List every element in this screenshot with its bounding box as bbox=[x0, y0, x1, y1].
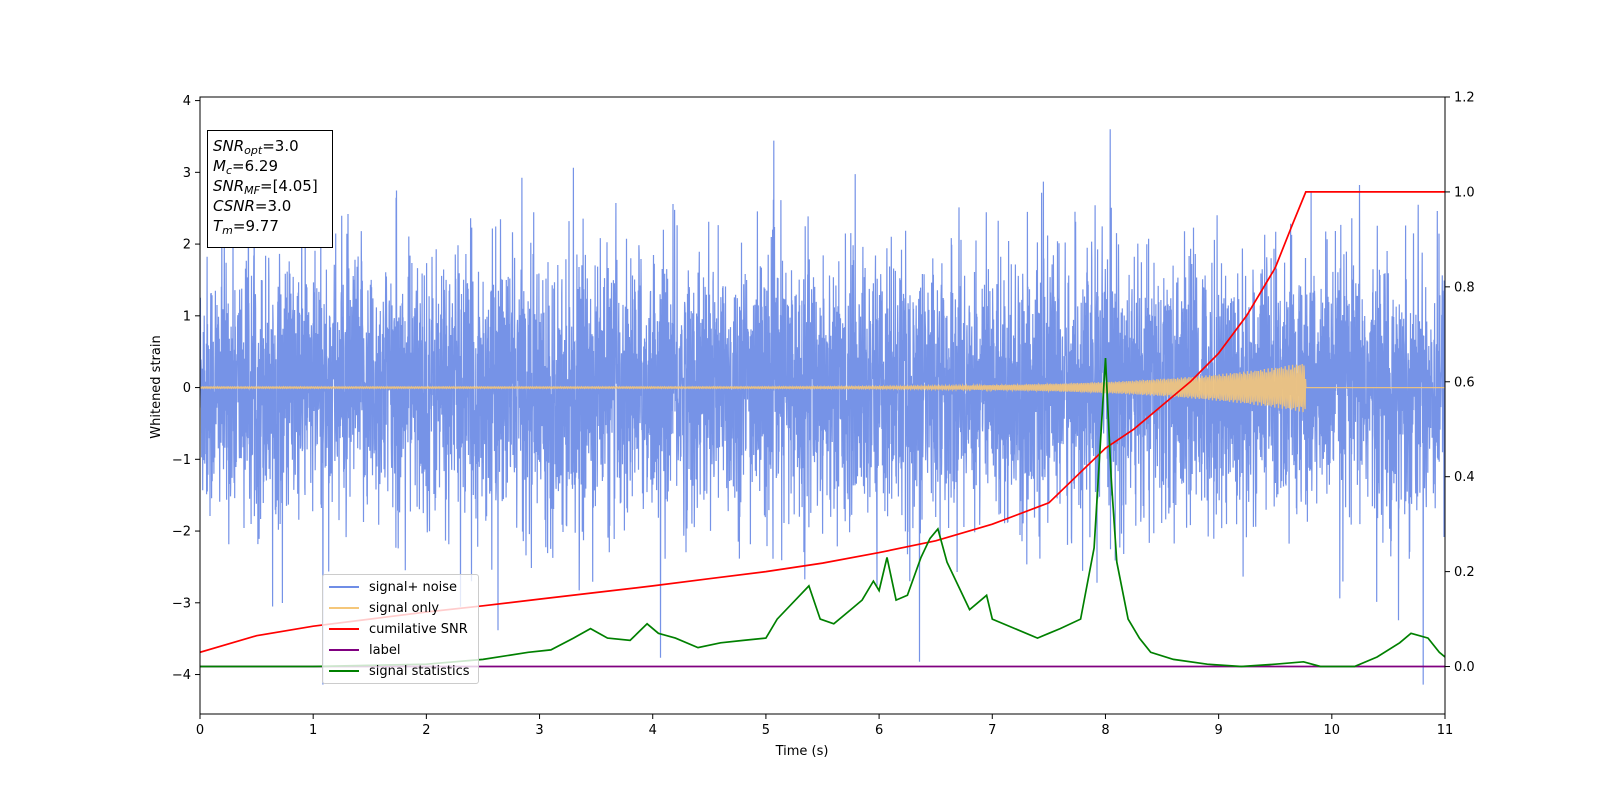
annotation-snr-opt-sub: opt bbox=[244, 144, 263, 157]
x-tick-label: 4 bbox=[649, 723, 657, 738]
legend-swatch-signal-noise bbox=[329, 586, 359, 588]
legend-item-signal-noise: signal+ noise bbox=[329, 577, 457, 597]
x-tick-label: 7 bbox=[988, 723, 996, 738]
series-signal-only bbox=[200, 363, 1445, 413]
annotation-mc-base: M bbox=[213, 157, 226, 175]
annotation-tm-value: =9.77 bbox=[232, 217, 279, 235]
x-tick-label: 8 bbox=[1101, 723, 1109, 738]
x-tick-label: 5 bbox=[762, 723, 770, 738]
legend-label-signal-only: signal only bbox=[369, 600, 440, 616]
y-right-tick-label: 0.0 bbox=[1454, 660, 1475, 675]
x-tick-label: 0 bbox=[196, 723, 204, 738]
annotation-snr-mf-base: SNR bbox=[213, 177, 245, 195]
y-left-tick-label: 0 bbox=[183, 381, 191, 396]
legend-label-signal-statistics: signal statistics bbox=[369, 663, 470, 679]
legend-label-signal-noise: signal+ noise bbox=[369, 579, 458, 595]
annotation-tm: Tm=9.77 bbox=[213, 216, 327, 236]
x-tick-label: 10 bbox=[1324, 723, 1341, 738]
axes-frame bbox=[199, 96, 1446, 715]
x-tick-label: 6 bbox=[875, 723, 883, 738]
annotation-csnr: CSNR=3.0 bbox=[213, 196, 327, 216]
y-right-tick-label: 0.6 bbox=[1454, 375, 1475, 390]
y-left-tick-label: 4 bbox=[183, 94, 191, 109]
annotation-tm-base: T bbox=[213, 217, 223, 235]
annotation-mc: Mc=6.29 bbox=[213, 156, 327, 176]
x-tick-label: 2 bbox=[422, 723, 430, 738]
y-right-tick-label: 1.2 bbox=[1454, 91, 1475, 106]
legend-swatch-cumulative-snr bbox=[329, 628, 359, 630]
annotation-snr-opt: SNRopt=3.0 bbox=[213, 136, 327, 156]
annotation-mc-sub: c bbox=[225, 164, 233, 177]
y-left-tick-label: −1 bbox=[172, 453, 191, 468]
legend-item-signal-statistics: signal statistics bbox=[329, 661, 470, 681]
y-left-tick-label: −3 bbox=[172, 596, 191, 611]
y-right-tick-label: 0.8 bbox=[1454, 280, 1475, 295]
annotation-tm-sub: m bbox=[222, 224, 233, 237]
x-tick-label: 11 bbox=[1437, 723, 1454, 738]
y-right-tick-label: 1.0 bbox=[1454, 185, 1475, 200]
legend-item-label: label bbox=[329, 640, 400, 660]
legend-label-cumulative-snr: cumilative SNR bbox=[369, 621, 468, 637]
y-left-tick-label: −2 bbox=[172, 525, 191, 540]
x-tick-label: 3 bbox=[535, 723, 543, 738]
legend-swatch-label bbox=[329, 649, 359, 651]
annotation-box: SNRopt=3.0 Mc=6.29 SNRMF=[4.05] CSNR=3.0… bbox=[207, 130, 333, 248]
legend-label-label: label bbox=[369, 642, 401, 658]
y-axis-label: Whitened strain bbox=[149, 335, 164, 438]
y-left-tick-label: −4 bbox=[172, 668, 191, 683]
x-axis-label: Time (s) bbox=[775, 744, 829, 759]
x-tick-label: 9 bbox=[1214, 723, 1222, 738]
y-left-tick-label: 2 bbox=[183, 238, 191, 253]
annotation-csnr-base: CSNR bbox=[213, 197, 255, 215]
y-left-tick-label: 1 bbox=[183, 309, 191, 324]
legend-item-cumulative-snr: cumilative SNR bbox=[329, 619, 468, 639]
axes: 0 1 2 3 4 5 6 7 8 9 10 11 −4 −3 −2 −1 0 1 2 3 4 0.0 0.2 0.4 0.6 0… bbox=[172, 91, 1475, 739]
series-signal-statistics bbox=[200, 357, 1445, 668]
legend: signal+ noise signal only cumilative SNR… bbox=[322, 574, 479, 684]
legend-item-signal-only: signal only bbox=[329, 598, 439, 618]
legend-swatch-signal-statistics bbox=[329, 670, 359, 672]
y-right-tick-label: 0.4 bbox=[1454, 470, 1475, 485]
annotation-csnr-value: =3.0 bbox=[254, 197, 292, 215]
x-tick-label: 1 bbox=[309, 723, 317, 738]
annotation-snr-mf: SNRMF=[4.05] bbox=[213, 176, 327, 196]
annotation-snr-opt-value: =3.0 bbox=[262, 137, 299, 155]
y-right-tick-label: 0.2 bbox=[1454, 565, 1475, 580]
annotation-snr-opt-base: SNR bbox=[213, 137, 245, 155]
annotation-mc-value: =6.29 bbox=[232, 157, 278, 175]
annotation-snr-mf-value: =[4.05] bbox=[260, 177, 318, 195]
y-left-tick-label: 3 bbox=[183, 166, 191, 181]
annotation-snr-mf-sub: MF bbox=[244, 184, 260, 197]
legend-swatch-signal-only bbox=[329, 607, 359, 609]
